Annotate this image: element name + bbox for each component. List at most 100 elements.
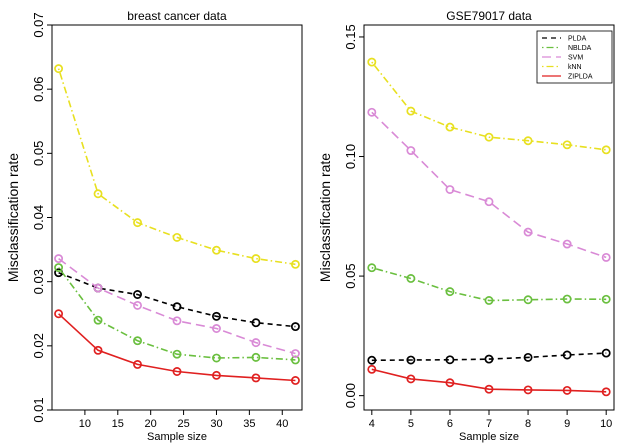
series-line — [57, 68, 296, 266]
data-point — [54, 309, 64, 319]
data-point — [523, 227, 533, 237]
data-point — [406, 106, 416, 116]
y-tick-label: 0.04 — [31, 205, 46, 230]
data-point — [93, 315, 103, 325]
series-ziplda — [367, 364, 611, 397]
data-point — [562, 140, 572, 150]
legend-label: SVM — [568, 55, 583, 62]
data-point — [601, 348, 611, 358]
chart-title: breast cancer data — [127, 9, 227, 23]
data-point — [367, 364, 377, 374]
data-point — [562, 385, 572, 395]
data-point — [562, 350, 572, 360]
data-point — [212, 245, 221, 255]
data-point — [406, 274, 416, 283]
series-knn — [367, 57, 611, 155]
data-point — [406, 374, 416, 384]
data-point — [54, 64, 64, 74]
legend-label: PLDA — [568, 36, 587, 43]
data-point — [523, 295, 533, 305]
plot-frame — [51, 24, 303, 411]
data-point — [290, 322, 300, 332]
x-axis-label: Sample size — [459, 431, 519, 443]
x-tick-label: 8 — [525, 418, 531, 430]
data-point — [172, 349, 182, 359]
data-point — [484, 354, 494, 364]
data-point — [367, 355, 377, 365]
x-tick-label: 10 — [79, 418, 91, 430]
y-tick-label: 0.03 — [31, 269, 46, 294]
data-point — [251, 352, 261, 362]
data-point — [601, 145, 611, 155]
series-line — [58, 313, 296, 382]
x-tick-label: 5 — [408, 418, 414, 430]
data-point — [406, 355, 416, 365]
series-line — [57, 267, 296, 361]
x-tick-label: 10 — [600, 418, 612, 430]
legend-label: kNN — [568, 64, 582, 71]
series-ziplda — [54, 309, 300, 385]
data-point — [484, 296, 494, 305]
chart-legend: PLDA NBLDA SVM kNN ZIPLDA — [536, 30, 613, 84]
data-point — [133, 300, 142, 310]
data-point — [290, 349, 300, 358]
data-point — [54, 254, 64, 264]
data-point — [93, 189, 103, 199]
y-tick-label: 0.00 — [343, 383, 358, 408]
data-point — [523, 136, 533, 146]
data-point — [601, 387, 611, 397]
data-point — [212, 324, 221, 333]
series-line — [371, 111, 607, 259]
y-tick-label: 0.10 — [343, 144, 358, 169]
x-tick-label: 7 — [486, 418, 492, 430]
x-axis-label: Sample size — [147, 431, 207, 443]
series-nblda — [54, 263, 300, 365]
chart-panel-1: breast cancer data 10 15 20 25 30 35 40 Sample s… — [5, 9, 303, 443]
data-point — [601, 252, 611, 262]
data-point — [523, 385, 533, 395]
data-point — [445, 122, 455, 132]
data-point — [133, 218, 142, 228]
data-point — [251, 373, 261, 383]
data-point — [172, 367, 182, 376]
data-point — [367, 57, 377, 67]
x-tick-label: 6 — [447, 418, 453, 430]
series-plda — [367, 348, 611, 365]
y-axis-label: Misclassification rate — [317, 153, 333, 282]
data-point — [601, 294, 611, 304]
x-tick-label: 4 — [369, 418, 375, 430]
data-point — [445, 185, 455, 194]
data-point — [367, 107, 377, 117]
x-tick-label: 20 — [145, 418, 157, 430]
x-tick-label: 25 — [177, 418, 189, 430]
data-point — [172, 302, 182, 312]
data-point — [93, 345, 103, 355]
y-tick-label: 0.05 — [31, 141, 46, 166]
x-tick-label: 40 — [276, 418, 288, 430]
series-line — [371, 61, 607, 151]
series-line — [371, 368, 607, 393]
data-point — [445, 287, 455, 297]
data-point — [406, 146, 416, 155]
data-point — [290, 376, 300, 385]
data-point — [445, 378, 455, 388]
data-point — [172, 316, 182, 326]
data-point — [93, 283, 103, 293]
data-point — [562, 294, 572, 304]
data-point — [172, 232, 182, 242]
x-tick-label: 30 — [210, 418, 222, 430]
series-line — [371, 352, 607, 362]
data-point — [133, 336, 142, 346]
series-svm — [54, 254, 300, 358]
series-svm — [367, 107, 611, 262]
y-tick-label: 0.15 — [343, 24, 358, 49]
y-tick-label: 0.05 — [343, 263, 358, 288]
series-knn — [54, 64, 300, 269]
data-point — [484, 197, 494, 207]
data-point — [133, 359, 142, 369]
data-point — [212, 370, 221, 380]
data-point — [251, 318, 261, 328]
data-point — [212, 311, 221, 321]
x-tick-label: 35 — [243, 418, 255, 430]
